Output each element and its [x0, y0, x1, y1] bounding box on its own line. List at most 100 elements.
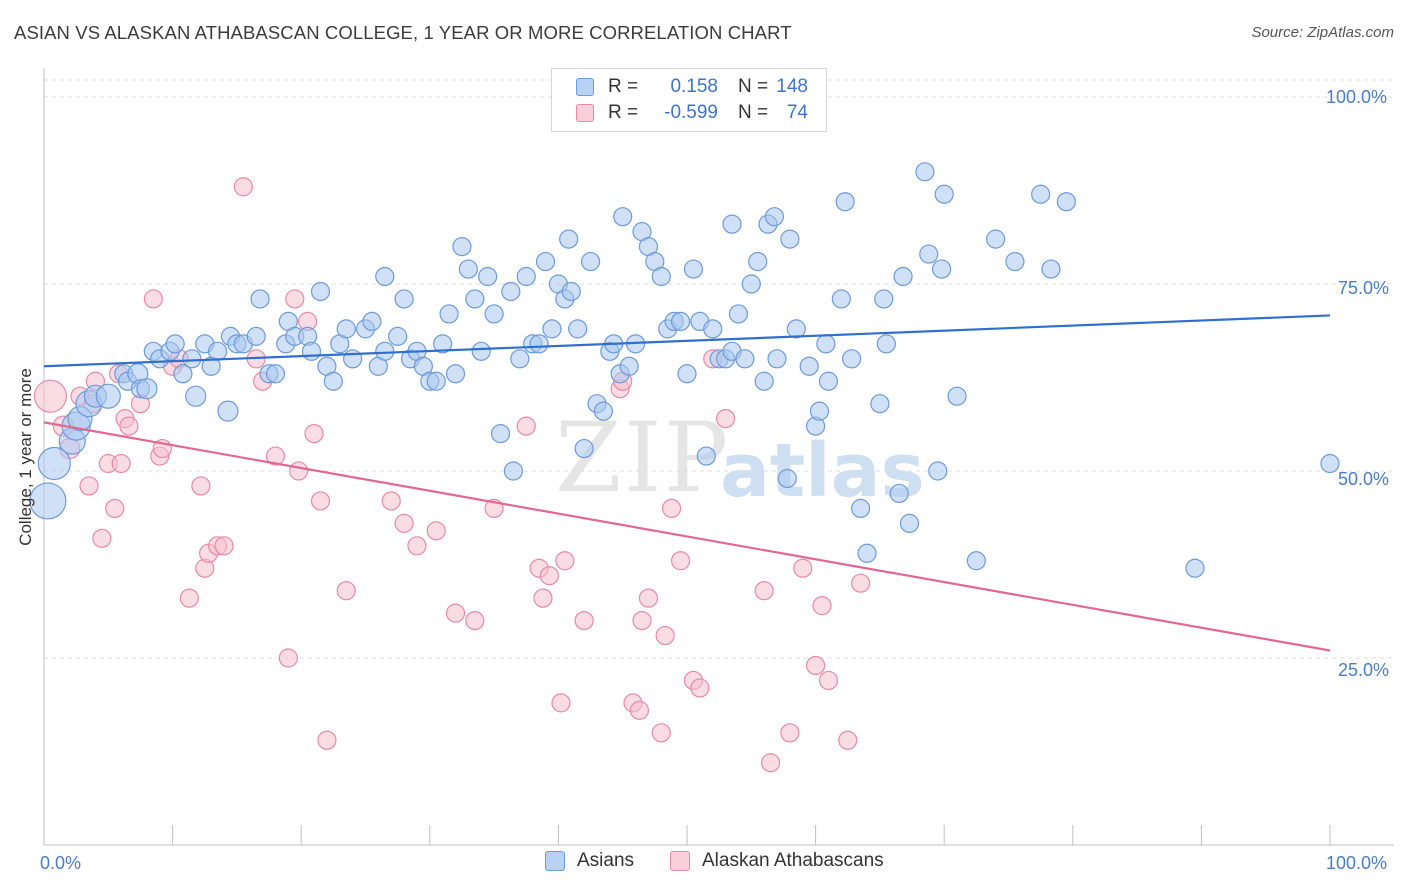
legend-n-value: 74: [786, 102, 808, 123]
asians-point: [816, 334, 836, 354]
alaskan-swatch: [576, 104, 594, 122]
legend-r-label: R =: [608, 76, 639, 97]
asians-trend-line: [43, 314, 1331, 368]
asians-point: [932, 259, 952, 279]
alaskan-athabascans-point: [105, 498, 125, 518]
asians-legend-label: Asians: [577, 850, 635, 871]
asians-point: [835, 192, 855, 212]
alaskan-athabascans-point: [143, 289, 163, 309]
source-label: Source: ZipAtlas.com: [1251, 24, 1394, 41]
asians-point: [478, 266, 498, 287]
alaskan-athabascans-point: [632, 610, 652, 631]
y-tick-label-100: 100.0%: [1326, 87, 1388, 107]
asians-point: [741, 274, 761, 294]
alaskan-athabascans-point: [555, 551, 575, 571]
alaskan-athabascans-trend-line: [43, 421, 1331, 652]
asians-point: [1056, 192, 1076, 212]
asians-point: [490, 424, 511, 444]
asians-point: [484, 304, 504, 324]
asians-point: [1041, 259, 1061, 279]
asians-point: [928, 461, 948, 481]
asians-point: [574, 438, 594, 459]
legend-row-asians: R = 0.158 N = 148: [576, 75, 808, 99]
x-tick-label-100: 100.0%: [1326, 853, 1388, 873]
chart-title: ASIAN VS ALASKAN ATHABASCAN COLLEGE, 1 Y…: [14, 22, 792, 43]
asians-point: [764, 207, 785, 227]
alaskan-athabascans-point: [426, 521, 446, 541]
asians-point: [874, 289, 894, 309]
legend-n-value: 148: [776, 76, 808, 97]
asians-point: [1185, 558, 1205, 578]
asians-point: [182, 349, 202, 369]
correlation-legend: R = 0.158 N = 148 R = -0.599 N = 74: [551, 68, 827, 132]
asians-point: [899, 513, 920, 533]
alaskan-athabascans-point: [655, 625, 675, 646]
legend-r-value: -0.599: [664, 102, 718, 123]
alaskan-athabascans-point: [838, 730, 858, 750]
alaskan-athabascans-point: [33, 379, 68, 413]
alaskan-athabascans-point: [760, 753, 781, 773]
alaskan-athabascans-point: [394, 513, 414, 533]
asians-point: [851, 498, 871, 518]
asians-point: [310, 281, 331, 302]
asians-point: [767, 349, 787, 369]
alaskan-athabascans-point: [111, 453, 131, 474]
alaskan-athabascans-point: [119, 416, 139, 436]
asians-point: [1031, 184, 1051, 204]
alaskan-athabascans-point: [233, 177, 253, 197]
alaskan-athabascans-point: [651, 723, 671, 743]
bottom-legend-asians: Asians: [545, 850, 634, 872]
asians-point: [818, 371, 839, 391]
asians-point: [876, 334, 896, 354]
asians-point: [799, 356, 819, 376]
alaskan-athabascans-point: [780, 723, 800, 743]
asians-point: [986, 229, 1006, 249]
alaskan-athabascans-point: [690, 678, 710, 698]
asians-point: [388, 326, 408, 346]
asians-point: [919, 244, 939, 264]
asians-point: [831, 289, 851, 309]
alaskan-athabascans-point: [715, 409, 736, 429]
asians-point: [343, 349, 363, 369]
alaskan-athabascans-point: [179, 588, 199, 608]
asians-point: [915, 162, 935, 182]
asians-point: [535, 251, 556, 272]
alaskan-athabascans-point: [278, 648, 298, 668]
asians-point: [173, 364, 193, 384]
asians-point: [889, 483, 909, 504]
asians-point: [542, 319, 562, 339]
alaskan-athabascans-point: [638, 588, 659, 608]
asians-point: [559, 229, 579, 249]
asians-point: [29, 482, 67, 520]
asians-point: [777, 468, 797, 489]
asians-point: [433, 334, 453, 354]
asians-point: [516, 266, 536, 287]
asians-point: [893, 266, 913, 287]
asians-point: [754, 371, 774, 391]
y-tick-label-75: 75.0%: [1338, 278, 1390, 298]
asians-point: [735, 349, 755, 369]
alaskan-athabascans-point: [629, 700, 650, 720]
asians-point: [580, 251, 601, 272]
bottom-legend-alaskan: Alaskan Athabascans: [670, 850, 884, 872]
alaskan-athabascans-point: [310, 491, 331, 511]
alaskan-athabascans-point: [445, 603, 466, 623]
asians-point: [136, 378, 158, 400]
alaskan-athabascans-points: [33, 177, 871, 773]
asians-point: [677, 364, 697, 384]
legend-n-label: N =: [738, 102, 769, 123]
legend-r-label: R =: [608, 102, 639, 123]
asians-point: [728, 304, 749, 324]
legend-r-value: 0.158: [670, 76, 718, 97]
asians-point: [458, 259, 478, 279]
asians-point: [934, 184, 954, 204]
asians-point: [857, 543, 877, 563]
alaskan-athabascans-point: [670, 551, 691, 571]
asians-point: [375, 266, 395, 287]
asians-point: [696, 446, 716, 466]
asians-point: [185, 385, 207, 407]
alaskan-athabascans-point: [92, 528, 112, 548]
alaskan-athabascans-point: [304, 424, 324, 444]
asians-point: [250, 289, 270, 309]
